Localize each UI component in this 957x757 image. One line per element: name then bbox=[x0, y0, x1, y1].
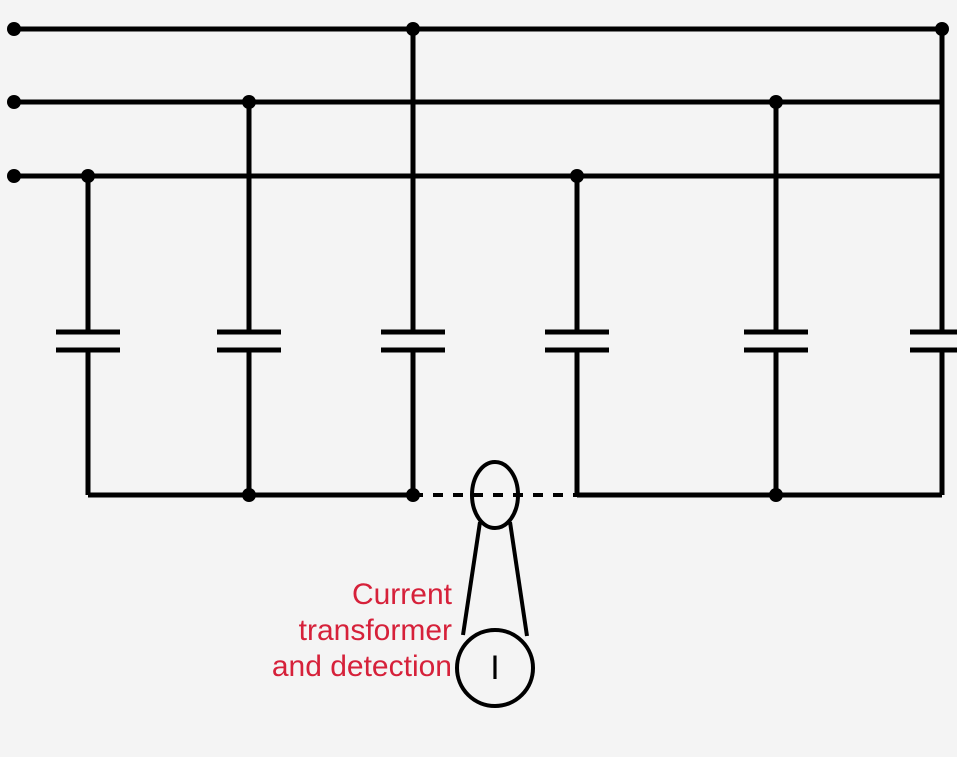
terminal-dot-3 bbox=[7, 169, 21, 183]
ct-label-line: transformer bbox=[152, 613, 452, 649]
ct-lead-right bbox=[510, 522, 527, 636]
ct-label: Currenttransformerand detection bbox=[152, 577, 452, 685]
terminal-dot-2 bbox=[7, 95, 21, 109]
ct-lead-left bbox=[463, 522, 480, 635]
ct-label-line: and detection bbox=[152, 649, 452, 685]
bottom-junction-dot-3 bbox=[769, 488, 783, 502]
ammeter-symbol: I bbox=[490, 649, 499, 687]
circuit-diagram: I bbox=[0, 0, 957, 757]
ct-label-line: Current bbox=[152, 577, 452, 613]
bottom-junction-dot-1 bbox=[242, 488, 256, 502]
terminal-dot-1 bbox=[7, 22, 21, 36]
bottom-junction-dot-2 bbox=[406, 488, 420, 502]
